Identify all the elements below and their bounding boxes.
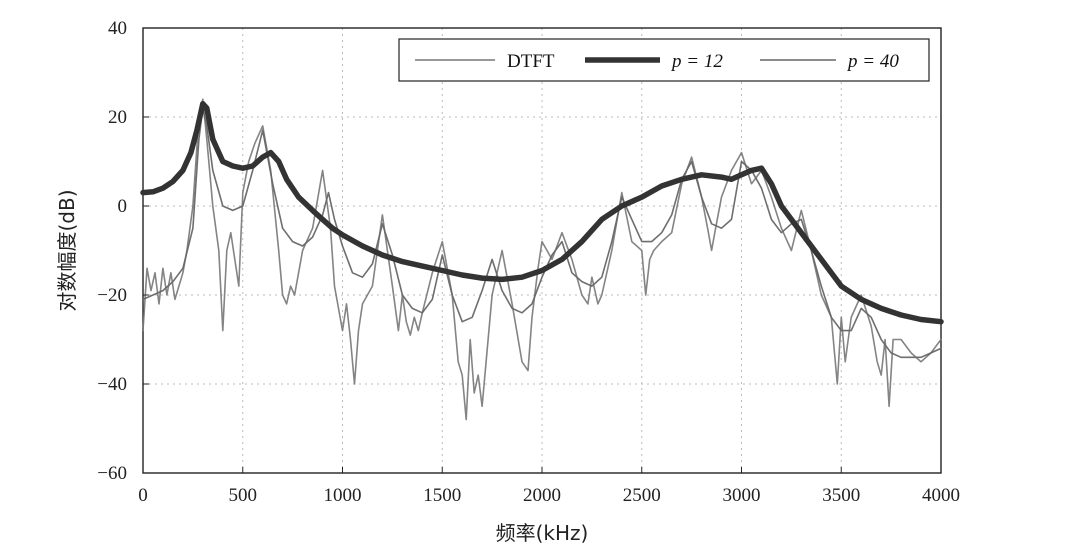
y-axis-label: 对数幅度(dB) [55, 189, 79, 311]
y-tick-label: −60 [97, 463, 127, 484]
x-tick-label: 2500 [623, 485, 661, 506]
y-axis-ticks: −60 −40 −20 0 20 40 [97, 18, 149, 484]
x-tick-label: 0 [138, 485, 148, 506]
x-tick-label: 2000 [523, 485, 561, 506]
series-line-2 [142, 107, 942, 359]
series-line-0 [142, 98, 942, 421]
y-tick-label: −20 [97, 285, 127, 306]
x-axis-label: 频率(kHz) [496, 521, 589, 545]
legend-label-p12: p = 12 [670, 51, 723, 72]
x-tick-label: 4000 [922, 485, 960, 506]
y-tick-label: −40 [97, 374, 127, 395]
x-tick-label: 1500 [423, 485, 461, 506]
x-tick-label: 500 [229, 485, 258, 506]
legend: DTFT p = 12 p = 40 [398, 38, 930, 82]
series-line-1 [140, 100, 944, 325]
x-tick-label: 3500 [822, 485, 860, 506]
y-tick-label: 40 [108, 18, 127, 39]
x-tick-label: 1000 [324, 485, 362, 506]
grid [143, 28, 941, 473]
y-tick-label: 0 [118, 196, 128, 217]
legend-label-p40: p = 40 [846, 51, 899, 72]
x-tick-label: 3000 [723, 485, 761, 506]
legend-label-dtft: DTFT [507, 51, 555, 72]
series-layer [140, 98, 944, 421]
x-axis-ticks: 0 500 1000 1500 2000 2500 3000 3500 4000 [138, 467, 960, 506]
y-tick-label: 20 [108, 107, 127, 128]
